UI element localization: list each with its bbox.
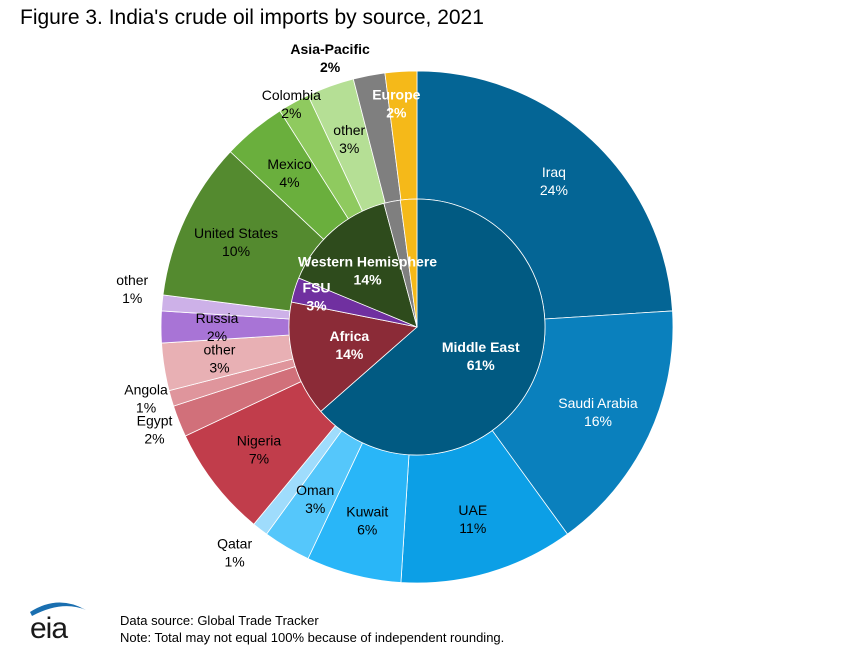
outer-label-middle-east-iraq-0: Iraq 24% xyxy=(540,164,568,198)
inner-label-middle-east: Middle East 61% xyxy=(442,339,520,373)
source-notes: Data source: Global Trade Tracker Note: … xyxy=(120,612,504,646)
logo-text: eia xyxy=(30,612,68,645)
inner-label-africa: Africa 14% xyxy=(330,328,370,362)
outer-label-africa-angola-8: Angola 1% xyxy=(124,382,168,416)
data-labels: Middle East 61% Africa 14% FSU 3%Western Hemi… xyxy=(116,41,638,570)
outer-label-western-hemisphere-colombia-14: Colombia 2% xyxy=(262,87,321,121)
inner-slice-western-hemisphere-3 xyxy=(298,202,418,328)
inner-label-europe: Europe 2% xyxy=(372,86,420,120)
outer-label-middle-east-qatar-5: Qatar 1% xyxy=(217,536,252,570)
inner-label-fsu: FSU 3% xyxy=(303,280,331,314)
outer-label-middle-east-oman-4: Oman 3% xyxy=(296,482,334,516)
outer-label-africa-nigeria-6: Nigeria 7% xyxy=(237,433,282,467)
outer-ring xyxy=(160,70,674,584)
outer-label-fsu-other-11: other 1% xyxy=(116,272,148,306)
chart-title: Figure 3. India's crude oil imports by s… xyxy=(20,6,484,29)
data-source-text: Data source: Global Trade Tracker xyxy=(120,613,319,628)
eia-logo: eia xyxy=(22,598,102,648)
outer-label-western-hemisphere-mexico-13: Mexico 4% xyxy=(267,156,312,190)
outer-label-fsu-russia-10: Russia 2% xyxy=(196,310,239,344)
inner-slice-europe-5 xyxy=(399,198,418,328)
outer-label-africa-other-9: other 3% xyxy=(204,341,236,375)
outer-label-middle-east-kuwait-3: Kuwait 6% xyxy=(346,504,388,538)
nested-donut-chart: Middle East 61% Africa 14% FSU 3%Western Hemi… xyxy=(116,41,674,584)
inner-slice-africa-1 xyxy=(288,301,418,412)
inner-label-asia-pacific: Asia-Pacific 2% xyxy=(290,41,370,75)
outer-label-western-hemisphere-united-states-12: United States 10% xyxy=(194,225,278,259)
outer-label-western-hemisphere-other-15: other 3% xyxy=(333,122,365,156)
inner-ring xyxy=(288,198,546,456)
logo-swoosh-icon xyxy=(30,602,86,616)
outer-label-africa-egypt-7: Egypt 2% xyxy=(137,412,173,446)
inner-slice-middle-east-0 xyxy=(320,198,546,456)
rounding-note-text: Note: Total may not equal 100% because o… xyxy=(120,630,505,645)
outer-label-middle-east-uae-2: UAE 11% xyxy=(458,502,487,536)
outer-label-middle-east-saudi-arabia-1: Saudi Arabia 16% xyxy=(558,395,638,429)
inner-label-western-hemisphere: Western Hemisphere 14% xyxy=(298,254,437,288)
